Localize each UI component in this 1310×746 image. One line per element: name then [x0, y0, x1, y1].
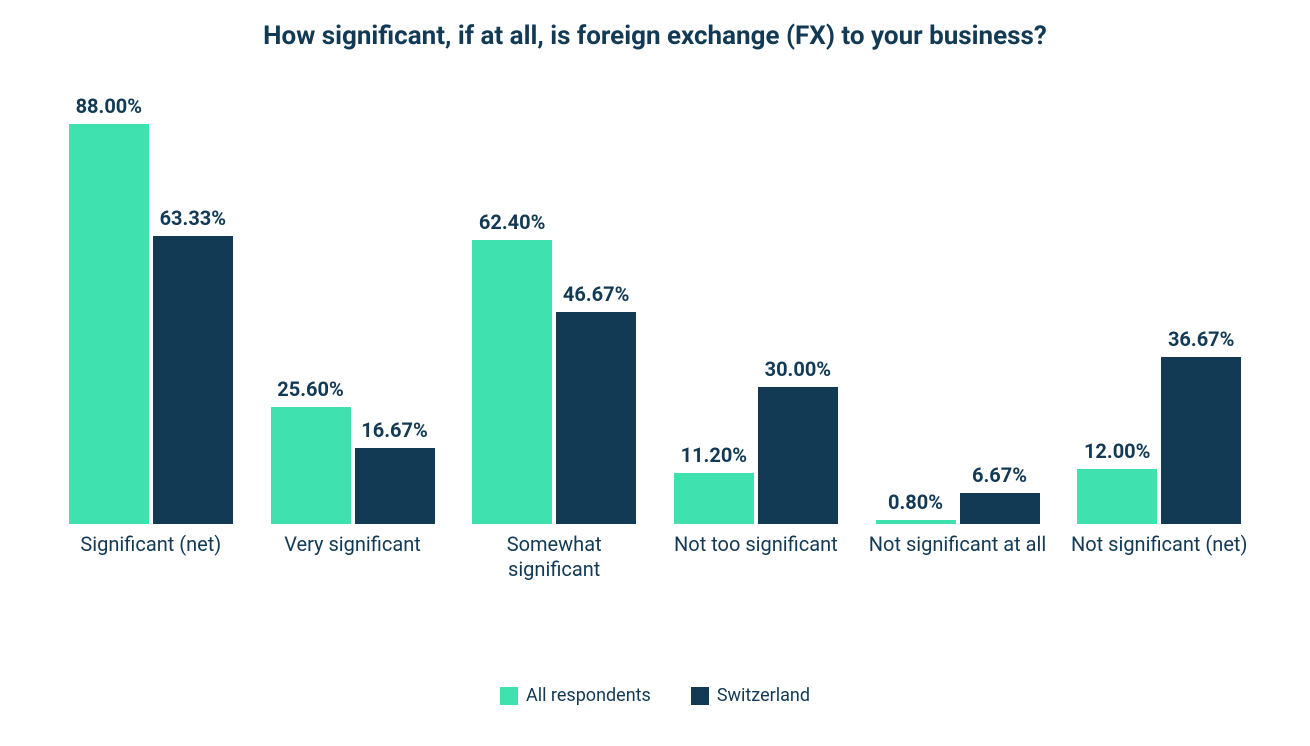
category-label: Somewhat significant	[459, 532, 649, 588]
legend-item: Switzerland	[691, 685, 810, 706]
bar-value-label: 63.33%	[160, 206, 226, 230]
bar-value-label: 30.00%	[765, 357, 831, 381]
bar-column: 12.00%	[1077, 84, 1157, 524]
bars-wrapper: 88.00% 63.33%	[50, 84, 252, 524]
bars-wrapper: 0.80% 6.67%	[857, 84, 1059, 524]
category-group: 88.00% 63.33% Significant (net)	[50, 84, 252, 645]
bars-wrapper: 25.60% 16.67%	[252, 84, 454, 524]
category-label: Very significant	[284, 532, 421, 588]
chart-title: How significant, if at all, is foreign e…	[263, 20, 1047, 54]
legend-label: All respondents	[526, 685, 651, 706]
bar-column: 62.40%	[472, 84, 552, 524]
bar-value-label: 11.20%	[681, 443, 747, 467]
bar-value-label: 36.67%	[1168, 327, 1234, 351]
bar	[960, 493, 1040, 523]
category-label: Not significant (net)	[1071, 532, 1247, 588]
bar	[472, 240, 552, 524]
category-label: Not too significant	[674, 532, 838, 588]
chart-container: How significant, if at all, is foreign e…	[0, 0, 1310, 746]
bar	[153, 236, 233, 524]
category-group: 11.20% 30.00% Not too significant	[655, 84, 857, 645]
bar-column: 0.80%	[876, 84, 956, 524]
bar-value-label: 6.67%	[972, 463, 1027, 487]
bar	[674, 473, 754, 524]
bar	[556, 312, 636, 524]
legend-item: All respondents	[500, 685, 651, 706]
bar-column: 6.67%	[960, 84, 1040, 524]
category-label: Not significant at all	[869, 532, 1046, 588]
bar	[69, 124, 149, 524]
legend-swatch	[500, 687, 518, 705]
bar-value-label: 25.60%	[277, 377, 343, 401]
category-group: 25.60% 16.67% Very significant	[252, 84, 454, 645]
bar-column: 46.67%	[556, 84, 636, 524]
bar-value-label: 16.67%	[361, 418, 427, 442]
bar-column: 11.20%	[674, 84, 754, 524]
bar-value-label: 88.00%	[76, 94, 142, 118]
bar	[1161, 357, 1241, 524]
category-group: 12.00% 36.67% Not significant (net)	[1058, 84, 1260, 645]
bars-wrapper: 11.20% 30.00%	[655, 84, 857, 524]
bar-column: 63.33%	[153, 84, 233, 524]
plot-area: 88.00% 63.33% Significant (net) 25.60% 16.67…	[40, 84, 1270, 645]
bar	[271, 407, 351, 523]
bars-wrapper: 62.40% 46.67%	[453, 84, 655, 524]
bar	[758, 387, 838, 523]
bar-column: 16.67%	[355, 84, 435, 524]
legend: All respondents Switzerland	[40, 685, 1270, 716]
bar-column: 36.67%	[1161, 84, 1241, 524]
bar-column: 30.00%	[758, 84, 838, 524]
bar-value-label: 46.67%	[563, 282, 629, 306]
bar-column: 88.00%	[69, 84, 149, 524]
legend-label: Switzerland	[717, 685, 810, 706]
bar	[1077, 469, 1157, 524]
bar-value-label: 12.00%	[1084, 439, 1150, 463]
bar-value-label: 0.80%	[888, 490, 943, 514]
category-label: Significant (net)	[80, 532, 221, 588]
category-group: 0.80% 6.67% Not significant at all	[857, 84, 1059, 645]
category-group: 62.40% 46.67% Somewhat significant	[453, 84, 655, 645]
bar-value-label: 62.40%	[479, 210, 545, 234]
bar	[355, 448, 435, 524]
bar	[876, 520, 956, 524]
bar-column: 25.60%	[271, 84, 351, 524]
bars-wrapper: 12.00% 36.67%	[1058, 84, 1260, 524]
legend-swatch	[691, 687, 709, 705]
